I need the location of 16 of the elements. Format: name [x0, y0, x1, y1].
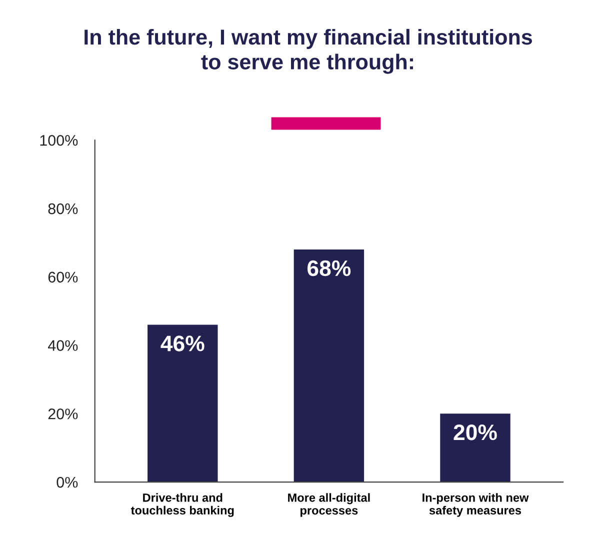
x-tick-label: Drive-thru and touchless banking: [130, 493, 234, 517]
y-tick-label: 60%: [48, 272, 78, 283]
y-tick-label: 20%: [48, 408, 78, 420]
bar: [440, 414, 510, 482]
x-tick-label: In-person with new safety measures: [422, 493, 529, 517]
bar: [294, 250, 364, 482]
y-tick-label: 0%: [56, 476, 78, 488]
y-tick-label: 100%: [40, 134, 78, 146]
chart-title: In the future, I want my financial institutions to serve me through:: [84, 28, 532, 74]
data-label: 20%: [454, 424, 497, 440]
bar: [148, 324, 218, 482]
y-tick-label: 80%: [48, 203, 78, 214]
x-tick-label: More all-digital processes: [288, 493, 370, 517]
data-label: 68%: [308, 260, 351, 276]
y-tick-label: 40%: [48, 340, 78, 351]
data-label: 46%: [160, 336, 204, 352]
